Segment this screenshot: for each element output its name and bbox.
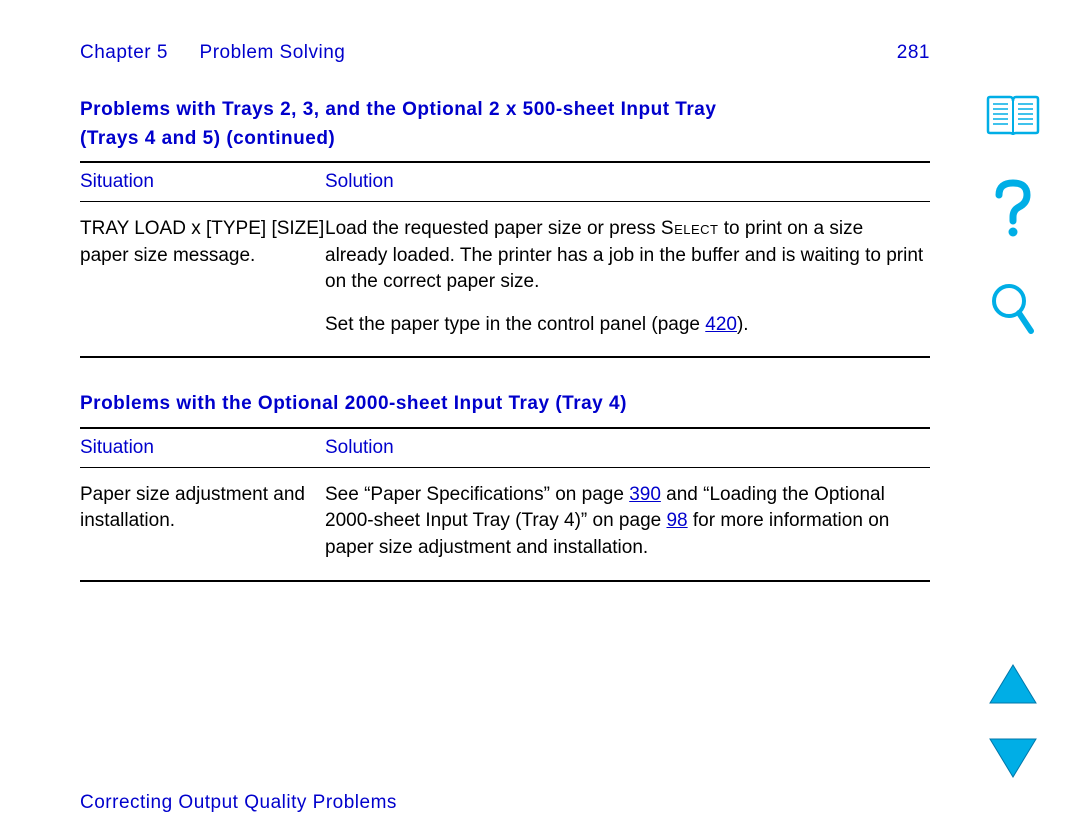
- situation-cell: TRAY LOAD x [TYPE] [SIZE] paper size mes…: [80, 216, 325, 338]
- col-header-situation: Situation: [80, 171, 325, 193]
- chapter-title: Chapter 5 Problem Solving: [80, 42, 345, 64]
- solution-text: Set the paper type in the control panel …: [325, 314, 705, 335]
- section1-title-line2: (Trays 4 and 5) (continued): [80, 128, 335, 149]
- footer-text: Correcting Output Quality Problems: [80, 792, 397, 814]
- page-link-390[interactable]: 390: [629, 484, 661, 505]
- page-header: Chapter 5 Problem Solving 281: [80, 42, 930, 64]
- search-icon[interactable]: [989, 281, 1037, 337]
- solution-text: Load the requested paper size or press: [325, 218, 661, 239]
- chapter-name: Problem Solving: [200, 42, 346, 63]
- book-icon[interactable]: [986, 95, 1040, 137]
- nav-arrows: [984, 663, 1042, 779]
- page-link-98[interactable]: 98: [666, 510, 687, 531]
- down-arrow-icon[interactable]: [988, 737, 1038, 779]
- col-header-solution: Solution: [325, 171, 930, 193]
- solution-cell: See “Paper Specifications” on page 390 a…: [325, 482, 930, 562]
- page-content: Chapter 5 Problem Solving 281 Problems w…: [80, 42, 930, 582]
- divider: [80, 580, 930, 582]
- section1-title: Problems with Trays 2, 3, and the Option…: [80, 96, 930, 153]
- table-row: Paper size adjustment and installation. …: [80, 468, 930, 580]
- select-key: Select: [661, 218, 719, 239]
- solution-text: ).: [737, 314, 749, 335]
- table-row: TRAY LOAD x [TYPE] [SIZE] paper size mes…: [80, 202, 930, 356]
- solution-cell: Load the requested paper size or press S…: [325, 216, 930, 338]
- nav-sidebar: [984, 95, 1042, 337]
- page-number: 281: [897, 42, 930, 64]
- section1-title-line1: Problems with Trays 2, 3, and the Option…: [80, 99, 716, 120]
- up-arrow-icon[interactable]: [988, 663, 1038, 705]
- section1-columns: Situation Solution: [80, 163, 930, 201]
- help-icon[interactable]: [991, 179, 1035, 239]
- chapter-label: Chapter 5: [80, 42, 168, 63]
- solution-text: See “Paper Specifications” on page: [325, 484, 629, 505]
- col-header-solution: Solution: [325, 437, 930, 459]
- divider: [80, 356, 930, 358]
- section2-columns: Situation Solution: [80, 429, 930, 467]
- page-link-420[interactable]: 420: [705, 314, 737, 335]
- col-header-situation: Situation: [80, 437, 325, 459]
- situation-cell: Paper size adjustment and installation.: [80, 482, 325, 562]
- section2-title: Problems with the Optional 2000-sheet In…: [80, 390, 930, 419]
